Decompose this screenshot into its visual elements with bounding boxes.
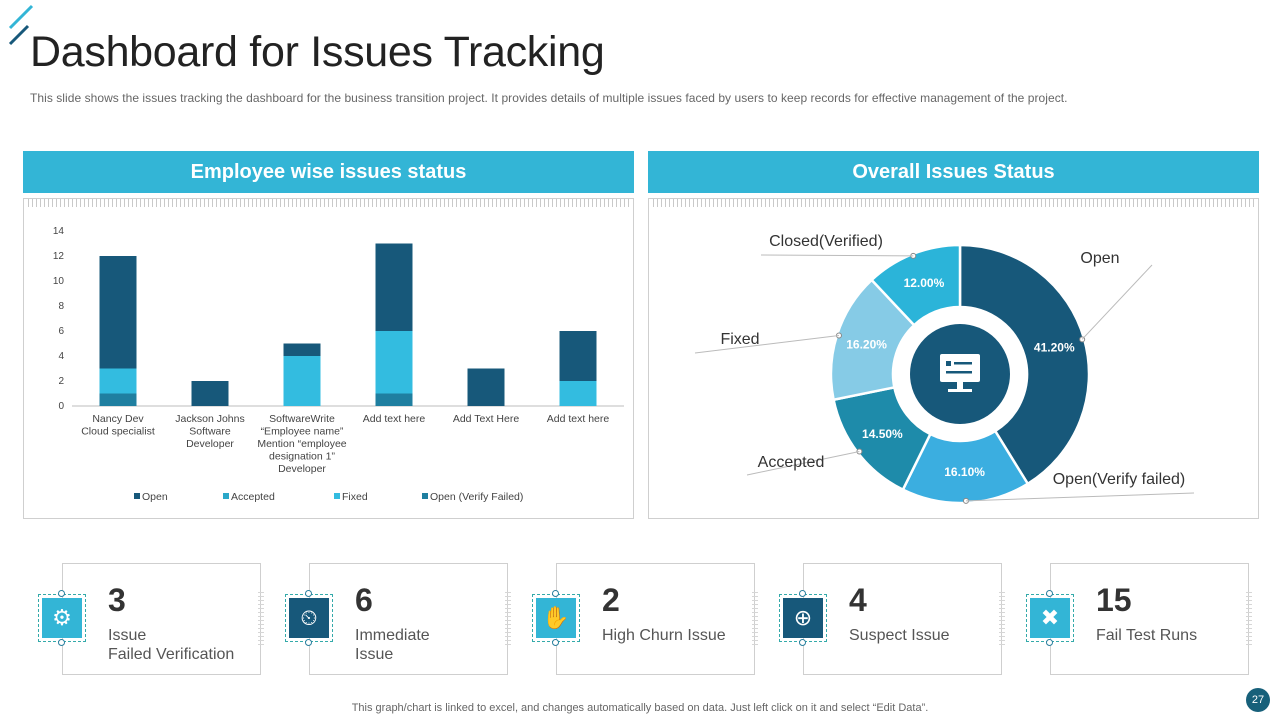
legend-swatch bbox=[223, 493, 229, 499]
x-tick-label: Developer bbox=[186, 438, 234, 450]
card-ruler bbox=[999, 592, 1005, 646]
kpi-number: 2 bbox=[602, 582, 620, 618]
legend-label: Fixed bbox=[342, 491, 368, 503]
y-tick-label: 4 bbox=[58, 351, 64, 362]
kpi-card: ✋ 2 High Churn Issue bbox=[532, 563, 758, 675]
x-tick-label: Add text here bbox=[363, 413, 426, 425]
kpi-card: ⚙ 3 Issue Failed Verification bbox=[38, 563, 264, 675]
x-tick-label: “Employee name” bbox=[261, 426, 344, 438]
kpi-label: Issue Failed Verification bbox=[108, 627, 235, 663]
y-tick-label: 0 bbox=[58, 401, 64, 412]
x-tick-label: Software bbox=[189, 426, 231, 438]
x-tick-label: Add Text Here bbox=[453, 413, 520, 425]
donut-slice[interactable] bbox=[869, 243, 962, 327]
person-clock-icon: ⏲ bbox=[285, 590, 333, 646]
x-tick-label: Mention “employee bbox=[257, 438, 346, 450]
callout-line bbox=[694, 335, 840, 354]
card-ruler bbox=[505, 592, 511, 646]
page-number: 27 bbox=[1246, 688, 1270, 712]
kpi-card: ⊕ 4 Suspect Issue bbox=[779, 563, 1005, 675]
card-ruler bbox=[1246, 592, 1252, 646]
legend-label: Open bbox=[142, 491, 168, 503]
legend-swatch bbox=[334, 493, 340, 499]
ruler-strip bbox=[28, 199, 629, 207]
x-tick-label: designation 1” bbox=[269, 451, 335, 463]
y-tick-label: 10 bbox=[53, 276, 65, 287]
callout-line bbox=[1081, 264, 1153, 340]
x-tick-label: SoftwareWrite bbox=[269, 413, 335, 425]
employee-issues-heading: Employee wise issues status bbox=[23, 151, 634, 193]
decorative-lines bbox=[8, 4, 34, 46]
bar-segment[interactable] bbox=[559, 381, 597, 406]
kpi-label: Fail Test Runs bbox=[1096, 627, 1198, 644]
kpi-number: 3 bbox=[108, 582, 126, 618]
gear-warning-icon: ⚙ bbox=[38, 590, 86, 646]
bar-segment[interactable] bbox=[99, 256, 137, 369]
y-tick-label: 2 bbox=[58, 376, 64, 387]
y-tick-label: 6 bbox=[58, 326, 64, 337]
person-raising-hand-icon: ✋ bbox=[532, 590, 580, 646]
y-tick-label: 8 bbox=[58, 301, 64, 312]
user-target-icon: ⊕ bbox=[779, 590, 827, 646]
x-tick-label: Developer bbox=[278, 463, 326, 475]
card-ruler bbox=[258, 592, 264, 646]
kpi-label: Immediate Issue bbox=[355, 627, 430, 663]
kpi-card: ✖ 15 Fail Test Runs bbox=[1026, 563, 1252, 675]
callout-line bbox=[746, 451, 860, 476]
bar-segment[interactable] bbox=[375, 243, 413, 332]
ruler-strip bbox=[653, 199, 1254, 207]
kpi-number: 6 bbox=[355, 582, 373, 618]
overall-issues-heading: Overall Issues Status bbox=[648, 151, 1259, 193]
legend-label: Open (Verify Failed) bbox=[430, 491, 523, 503]
document-error-icon: ✖ bbox=[1026, 590, 1074, 646]
kpi-number: 15 bbox=[1096, 582, 1132, 618]
bar-segment[interactable] bbox=[99, 368, 137, 394]
bar-segment[interactable] bbox=[283, 356, 321, 406]
slice-name-label: Open(Verify failed) bbox=[1053, 471, 1186, 488]
overall-issues-chart[interactable]: 41.20% 16.10% 14.50% 16.20% 12.00% Open Open(V… bbox=[649, 199, 1258, 518]
kpi-label: High Churn Issue bbox=[602, 627, 726, 644]
slice-name-label: Closed(Verified) bbox=[769, 233, 883, 250]
employee-issues-panel: 0 2 4 6 8 10 12 14 Nancy Dev Cloud specialist Jack… bbox=[23, 198, 634, 519]
slice-value-label: 41.20% bbox=[1034, 340, 1075, 354]
legend-swatch bbox=[422, 493, 428, 499]
slice-name-label: Fixed bbox=[720, 331, 759, 348]
x-tick-label: Add text here bbox=[547, 413, 610, 425]
donut-slice[interactable] bbox=[958, 243, 1091, 486]
legend-label: Accepted bbox=[231, 491, 275, 503]
slice-name-label: Open bbox=[1080, 250, 1119, 267]
card-ruler bbox=[752, 592, 758, 646]
callout-line bbox=[760, 254, 914, 257]
slice-name-label: Accepted bbox=[758, 454, 825, 471]
slice-value-label: 14.50% bbox=[862, 427, 903, 441]
bar-segment[interactable] bbox=[375, 393, 413, 407]
slice-value-label: 12.00% bbox=[904, 276, 945, 290]
callout-line bbox=[965, 492, 1195, 502]
bar-segment[interactable] bbox=[375, 331, 413, 394]
slice-value-label: 16.10% bbox=[944, 465, 985, 479]
bar-segment[interactable] bbox=[191, 381, 229, 406]
kpi-card: ⏲ 6 Immediate Issue bbox=[285, 563, 511, 675]
page-title: Dashboard for Issues Tracking bbox=[30, 28, 605, 76]
x-tick-label: Nancy Dev bbox=[92, 413, 144, 425]
bar-segment[interactable] bbox=[467, 368, 505, 407]
y-tick-label: 12 bbox=[53, 251, 65, 262]
slice-value-label: 16.20% bbox=[846, 337, 887, 351]
y-tick-label: 14 bbox=[53, 226, 65, 237]
kpi-number: 4 bbox=[849, 582, 867, 618]
legend-swatch bbox=[134, 493, 140, 499]
bar-segment[interactable] bbox=[99, 393, 137, 407]
bar-segment[interactable] bbox=[283, 343, 321, 357]
overall-issues-panel: 41.20% 16.10% 14.50% 16.20% 12.00% Open Open(V… bbox=[648, 198, 1259, 519]
footer-note: This graph/chart is linked to excel, and… bbox=[351, 702, 929, 714]
page-subtitle: This slide shows the issues tracking the… bbox=[30, 91, 1068, 105]
kpi-label: Suspect Issue bbox=[849, 627, 950, 644]
bar-segment[interactable] bbox=[559, 331, 597, 381]
x-tick-label: Jackson Johns bbox=[175, 413, 244, 425]
monitor-icon bbox=[940, 354, 980, 392]
x-tick-label: Cloud specialist bbox=[81, 426, 155, 438]
